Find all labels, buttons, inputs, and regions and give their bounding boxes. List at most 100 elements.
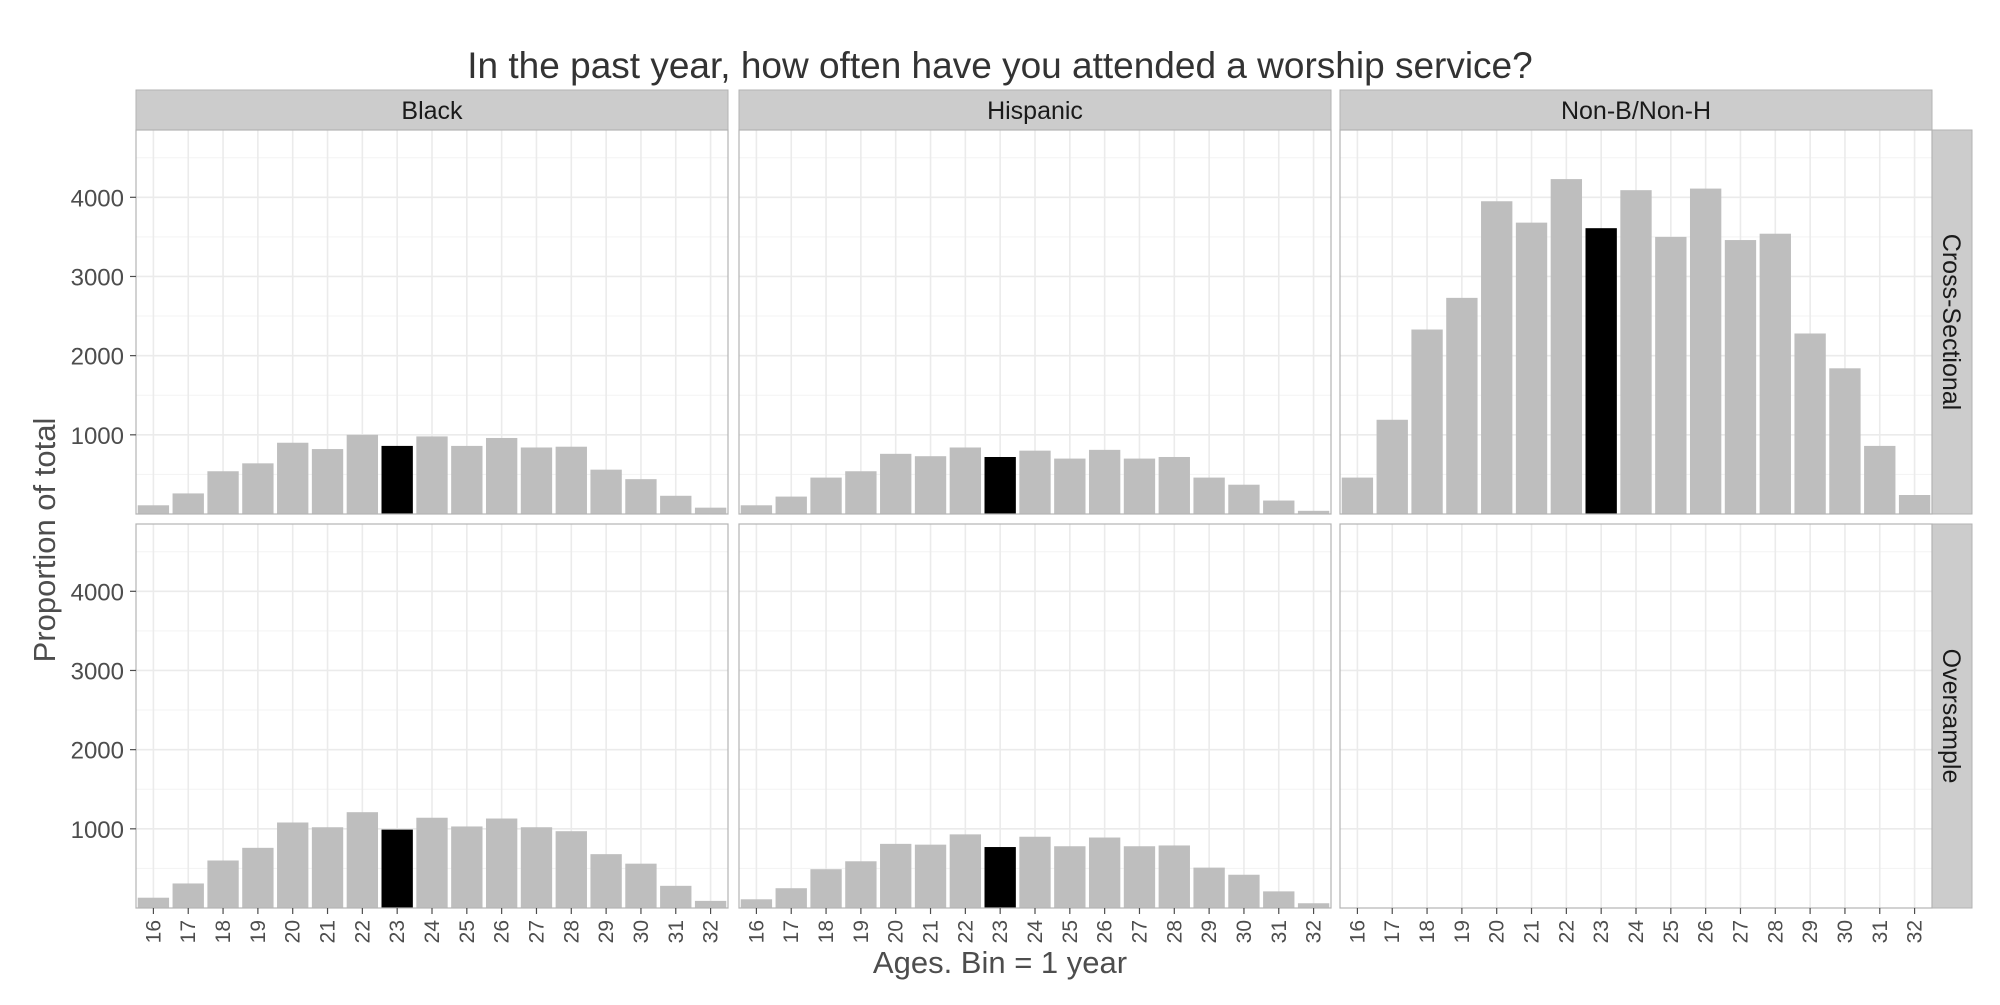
x-tick-label: 20 bbox=[1486, 920, 1509, 943]
x-tick-label: 27 bbox=[1128, 920, 1151, 943]
x-tick-label: 16 bbox=[745, 920, 768, 943]
bar-16 bbox=[1341, 477, 1374, 514]
panel-border bbox=[1339, 129, 1933, 515]
x-tick-label: 29 bbox=[1799, 920, 1822, 943]
bar-22 bbox=[949, 834, 982, 908]
x-tick-label: 32 bbox=[1904, 920, 1927, 943]
facet-strip-label: Cross-Sectional bbox=[1937, 234, 1965, 410]
panel-border bbox=[135, 129, 729, 515]
bar-24 bbox=[1019, 450, 1051, 514]
x-tick-label: 17 bbox=[780, 920, 803, 943]
panel-border bbox=[738, 129, 1332, 515]
facet-strip-bg bbox=[1339, 89, 1933, 131]
facet-strip-non-b-non-h: Non-B/Non-H bbox=[1339, 89, 1933, 131]
bar-23 bbox=[984, 456, 1016, 514]
bar-32 bbox=[1297, 510, 1330, 514]
bar-29 bbox=[1794, 333, 1826, 514]
bar-24 bbox=[416, 817, 448, 908]
bar-26 bbox=[1088, 449, 1121, 514]
panel-cross-sectional-black: 1000 2000 3000 4000 bbox=[71, 129, 729, 515]
x-tick-label: 23 bbox=[989, 920, 1012, 943]
x-tick-label: 16 bbox=[142, 920, 165, 943]
bar-23 bbox=[381, 445, 413, 514]
x-tick-label: 18 bbox=[212, 920, 235, 943]
bar-28 bbox=[1759, 233, 1791, 514]
bar-31 bbox=[1263, 891, 1295, 908]
bar-20 bbox=[880, 843, 912, 908]
facet-strip-black: Black bbox=[135, 89, 729, 131]
bar-18 bbox=[810, 477, 842, 514]
x-tick-label: 28 bbox=[1764, 920, 1787, 943]
x-tick-label: 20 bbox=[282, 920, 305, 943]
x-tick-label: 23 bbox=[386, 920, 409, 943]
bar-29 bbox=[1193, 867, 1225, 908]
bar-19 bbox=[845, 861, 877, 908]
x-tick-label: 16 bbox=[1346, 920, 1369, 943]
bar-18 bbox=[810, 869, 842, 908]
bar-23 bbox=[1585, 228, 1617, 515]
bar-21 bbox=[311, 827, 344, 908]
x-tick-label: 30 bbox=[1233, 920, 1256, 943]
bar-30 bbox=[625, 863, 657, 908]
x-tick-label: 27 bbox=[525, 920, 548, 943]
x-tick-label: 27 bbox=[1729, 920, 1752, 943]
bar-28 bbox=[1158, 456, 1190, 514]
x-tick-label: 32 bbox=[1303, 920, 1326, 943]
x-tick-label: 26 bbox=[1094, 920, 1117, 943]
facet-strip-label: Non-B/Non-H bbox=[1561, 97, 1711, 125]
y-tick-label: 1000 bbox=[71, 423, 124, 450]
bar-21 bbox=[1515, 222, 1548, 514]
bar-19 bbox=[845, 471, 877, 514]
y-tick-label: 4000 bbox=[71, 579, 124, 606]
x-tick-label: 25 bbox=[1660, 920, 1683, 943]
bar-28 bbox=[555, 446, 587, 514]
bar-28 bbox=[1158, 845, 1190, 908]
bar-20 bbox=[1481, 201, 1513, 514]
x-axis-title: Ages. Bin = 1 year bbox=[873, 945, 1127, 980]
y-tick-label: 3000 bbox=[71, 658, 124, 685]
facet-strip-bg bbox=[1931, 523, 1973, 909]
x-tick-label: 18 bbox=[815, 920, 838, 943]
y-tick-label: 1000 bbox=[71, 817, 124, 844]
chart-title: In the past year, how often have you att… bbox=[467, 45, 1532, 86]
x-tick-label: 24 bbox=[421, 920, 444, 944]
x-tick-label: 18 bbox=[1416, 920, 1439, 943]
bar-21 bbox=[914, 844, 947, 908]
y-tick-label: 2000 bbox=[71, 738, 124, 765]
x-tick-label: 19 bbox=[1451, 920, 1474, 943]
panel-oversample-non-b-non-h: 16 17 18 19 20 21 22 23 24 25 26 27 28 29 30 31 32 bbox=[1339, 523, 1933, 943]
facet-panels: Black Hispanic Non-B/Non-H Cross-Sectional O… bbox=[71, 89, 1973, 944]
bar-17 bbox=[172, 883, 204, 908]
bar-32 bbox=[694, 507, 727, 514]
bar-27 bbox=[1123, 458, 1156, 514]
bar-17 bbox=[775, 888, 807, 908]
facet-strip-cross-sectional: Cross-Sectional bbox=[1931, 129, 1973, 515]
bar-19 bbox=[242, 847, 274, 908]
bar-27 bbox=[520, 827, 553, 908]
x-tick-label: 20 bbox=[885, 920, 908, 943]
x-tick-label: 23 bbox=[1590, 920, 1613, 943]
bar-21 bbox=[914, 456, 947, 514]
facet-strip-bg bbox=[135, 89, 729, 131]
x-tick-label: 21 bbox=[317, 920, 340, 943]
bar-18 bbox=[207, 471, 239, 514]
bar-31 bbox=[1864, 445, 1896, 514]
bar-22 bbox=[346, 812, 379, 908]
bar-22 bbox=[949, 447, 982, 514]
facet-strip-bg bbox=[1931, 129, 1973, 515]
facet-strip-label: Black bbox=[401, 97, 463, 125]
bar-23 bbox=[381, 829, 413, 908]
x-tick-label: 17 bbox=[177, 920, 200, 943]
bar-16 bbox=[137, 897, 170, 908]
facet-strip-label: Hispanic bbox=[987, 97, 1083, 125]
x-tick-label: 22 bbox=[954, 920, 977, 943]
x-tick-label: 30 bbox=[630, 920, 653, 943]
x-tick-label: 26 bbox=[491, 920, 514, 943]
x-tick-label: 29 bbox=[1198, 920, 1221, 943]
x-tick-label: 30 bbox=[1834, 920, 1857, 943]
bar-24 bbox=[1620, 190, 1652, 514]
bar-25 bbox=[451, 826, 483, 908]
bar-30 bbox=[1228, 874, 1260, 908]
bar-31 bbox=[1263, 500, 1295, 514]
bar-20 bbox=[277, 822, 309, 908]
